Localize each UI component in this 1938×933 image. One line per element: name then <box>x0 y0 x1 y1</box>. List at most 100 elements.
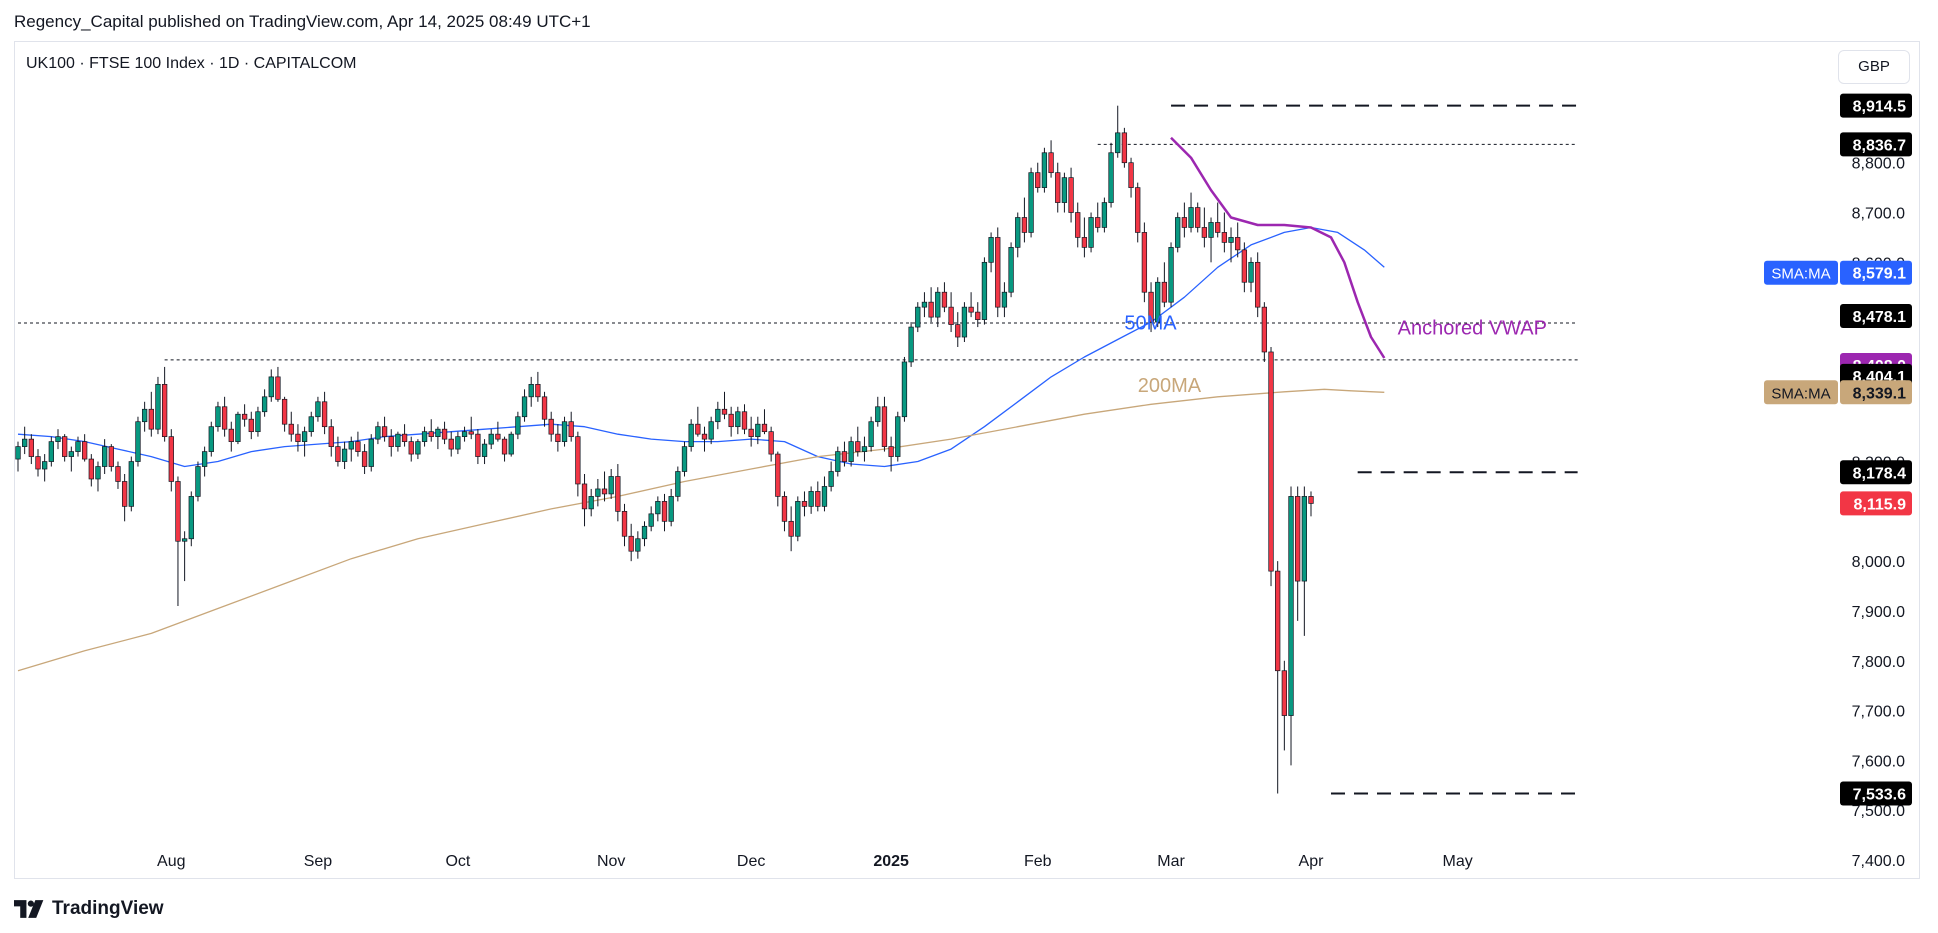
candle-body <box>1015 217 1021 248</box>
candles <box>15 105 1314 794</box>
price-label-text: 8,115.9 <box>1854 496 1907 513</box>
candle <box>301 426 308 457</box>
tradingview-logo[interactable]: TradingView <box>14 896 164 922</box>
candle <box>1021 197 1028 243</box>
candle <box>1088 212 1094 253</box>
candle <box>995 227 1001 318</box>
candle <box>328 419 334 457</box>
candle <box>235 411 241 445</box>
candle-body <box>368 438 374 467</box>
candle-body <box>988 237 994 263</box>
candle <box>808 486 814 514</box>
candle-body <box>581 483 588 510</box>
candle-body <box>241 413 248 420</box>
currency-button[interactable]: GBP <box>1838 50 1910 84</box>
candle-body <box>1301 496 1307 582</box>
candle <box>961 302 968 343</box>
candle-body <box>1048 152 1054 174</box>
candle <box>375 421 381 445</box>
y-tick-label: 7,900.0 <box>1852 604 1905 621</box>
candle <box>475 429 481 465</box>
candle-body <box>1175 217 1181 248</box>
candle-body <box>15 446 21 460</box>
candle <box>408 436 414 462</box>
candle <box>908 322 914 367</box>
candle <box>1275 561 1281 794</box>
candle-body <box>1101 202 1108 228</box>
candle-body <box>961 306 968 338</box>
candle <box>195 461 201 502</box>
candle <box>168 429 174 492</box>
candle-body <box>501 438 508 455</box>
candle-body <box>715 408 721 423</box>
candle-body <box>981 261 988 320</box>
price-labels: 8,914.58,836.78,579.1SMA:MA8,478.18,408.… <box>1764 93 1912 806</box>
candle <box>1168 242 1174 308</box>
y-tick-label: 8,000.0 <box>1852 554 1905 571</box>
candle-body <box>488 433 494 445</box>
candle-body <box>835 451 841 472</box>
candle-body <box>455 436 461 450</box>
candle <box>695 406 701 437</box>
candle <box>928 287 934 323</box>
candle-body <box>315 401 321 418</box>
candle-body <box>155 383 161 430</box>
candle <box>401 424 408 447</box>
candle-body <box>68 451 74 457</box>
candle <box>1095 202 1101 233</box>
time-axis[interactable]: Aug Sep Oct Nov Dec 2025 Feb Mar Apr May <box>157 853 1473 870</box>
candle <box>395 431 401 452</box>
candle-body <box>255 411 261 433</box>
x-tick-label: Aug <box>157 853 185 870</box>
candle <box>548 411 554 442</box>
candle <box>48 436 54 467</box>
y-tick-label: 7,400.0 <box>1852 853 1905 870</box>
candle-body <box>248 418 254 433</box>
candle <box>868 416 874 452</box>
candle-body <box>755 423 761 437</box>
candle <box>388 429 394 457</box>
candle <box>75 436 81 457</box>
candle <box>355 431 361 457</box>
price-label-box <box>1840 132 1912 157</box>
candle <box>728 406 734 437</box>
y-tick-label: 7,500.0 <box>1852 803 1905 820</box>
candle-body <box>1148 291 1154 323</box>
candle <box>721 391 728 420</box>
candle-body <box>375 426 381 440</box>
candle <box>688 419 694 452</box>
candle-body <box>768 431 774 455</box>
candle <box>421 426 428 447</box>
candle <box>521 389 528 422</box>
candle <box>641 521 648 547</box>
candle <box>988 232 994 273</box>
candle <box>1181 202 1188 238</box>
y-tick-label: 8,800.0 <box>1852 156 1905 173</box>
candle-body <box>1081 237 1088 248</box>
price-label: 8,836.7 <box>1840 132 1912 157</box>
price-label-text: 8,914.5 <box>1853 99 1906 116</box>
candle-body <box>701 433 708 440</box>
candle <box>575 431 581 497</box>
candle <box>155 376 161 435</box>
candle <box>468 416 474 440</box>
symbol-title[interactable]: UK100 · FTSE 100 Index · 1D · CAPITALCOM <box>26 55 357 72</box>
candle-body <box>215 406 221 428</box>
x-tick-label: Nov <box>597 853 625 870</box>
y-tick-label: 7,600.0 <box>1852 753 1905 770</box>
candle-body <box>508 433 514 455</box>
candle-body <box>275 376 281 400</box>
candle <box>368 434 374 472</box>
candle-body <box>481 443 488 457</box>
annotation-label-2: Anchored VWAP <box>1398 318 1547 340</box>
candle <box>1221 212 1228 253</box>
candle <box>788 506 794 552</box>
candle-body <box>1255 261 1261 308</box>
candle-body <box>615 476 621 512</box>
candle <box>901 356 908 422</box>
chart-frame <box>14 41 1920 879</box>
candle <box>875 396 881 427</box>
price-label-text: 8,478.1 <box>1853 309 1906 326</box>
candle-body <box>1181 217 1188 228</box>
